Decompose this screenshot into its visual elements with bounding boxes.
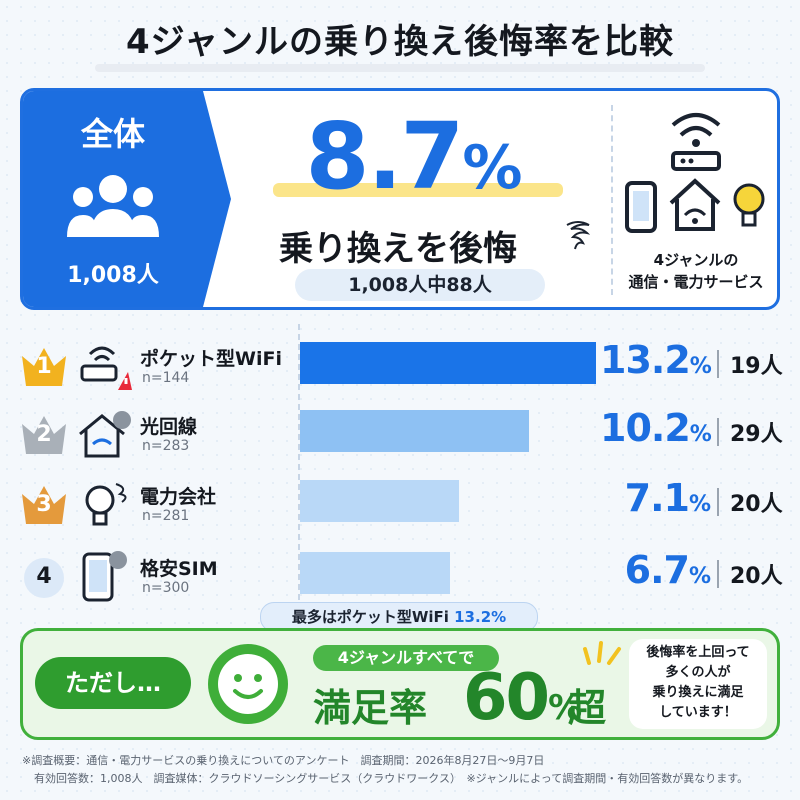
gold-crown-icon: [18, 344, 70, 388]
percent-unit: %: [689, 422, 712, 447]
bronze-crown-icon: [18, 482, 70, 526]
footnote-line2: 有効回答数：1,008人 調査媒体：クラウドソーシングサービス（クラウドワークス…: [34, 772, 749, 785]
genre-caption: 4ジャンルの 通信・電力サービス: [621, 249, 771, 293]
rank-number: 3: [36, 492, 52, 517]
overall-rate-value: 8.7: [305, 103, 464, 210]
overall-count: 1,008人: [67, 263, 159, 288]
sample-size: n=144: [142, 370, 190, 386]
summary-divider: [611, 105, 613, 295]
genre-caption-line1: 4ジャンルの: [653, 251, 739, 269]
rank-row: 4 格安SIM n=300 6.7% 20人: [0, 548, 800, 614]
data-label-count: 19人: [730, 354, 783, 379]
people-group-icon: [67, 175, 159, 237]
title-underline: [95, 64, 705, 72]
smartphone-sad-icon: [76, 548, 132, 604]
home-wifi-icon: [669, 178, 721, 231]
bubble-line4: しています！: [659, 705, 737, 720]
tadashi-label: ただし…: [35, 657, 191, 709]
genre-icons: [625, 113, 765, 233]
bar: [300, 552, 451, 594]
top-note-highlight: 13.2%: [454, 608, 507, 626]
page-title: 4ジャンルの乗り換え後悔率を比較: [126, 22, 674, 62]
data-label-percent: 6.7%: [600, 548, 711, 592]
lightbulb-icon: [733, 183, 765, 227]
bar: [300, 480, 460, 522]
regret-breakdown: 1,008人中88人: [295, 269, 545, 301]
bar: [300, 342, 596, 384]
percent-unit: %: [688, 492, 711, 517]
value-separator: [717, 488, 719, 516]
satisfaction-value: 60%: [463, 661, 582, 735]
rank-row: 2 光回線 n=283 10.2% 29人: [0, 406, 800, 472]
percent-value: 13.2: [600, 338, 691, 382]
data-label-count: 20人: [730, 492, 783, 517]
percent-value: 10.2: [600, 406, 691, 450]
rank-number: 4: [36, 564, 52, 589]
percent-unit: %: [689, 354, 712, 379]
percent-value: 6.7: [624, 548, 690, 592]
smile-icon: [208, 644, 288, 724]
lightbulb-icon: [76, 476, 132, 532]
category-name: 格安SIM: [140, 558, 218, 580]
overall-box: 全体 1,008人: [23, 91, 203, 307]
bar: [300, 410, 529, 452]
rank-number: 1: [36, 354, 52, 379]
bubble-line2: 多くの人が: [665, 665, 731, 680]
all-genres-pill: 4ジャンルすべてで: [313, 645, 499, 671]
percent-value: 7.1: [624, 476, 690, 520]
footnote-line1: ※調査概要：通信・電力サービスの乗り換えについてのアンケート 調査期間：2026…: [22, 754, 545, 767]
satisfaction-card: ただし… 4ジャンルすべてで 満足率 60% 超 後悔率を上回って 多くの人が …: [20, 628, 780, 740]
rank-number: 2: [36, 422, 52, 447]
satisfaction-unit: %: [548, 688, 582, 728]
data-label-count: 20人: [730, 564, 783, 589]
silver-crown-icon: [18, 412, 70, 456]
overall-label: 全体: [80, 115, 145, 153]
data-label-count: 29人: [730, 422, 783, 447]
sample-size: n=281: [142, 508, 190, 524]
regret-text: 乗り換えを後悔: [279, 229, 517, 269]
bubble-line3: 乗り換えに満足: [652, 685, 744, 700]
plain-circle-icon: [18, 554, 70, 598]
swirl-icon: [566, 221, 591, 250]
rank-row: 3 電力会社 n=281 7.1% 20人: [0, 476, 800, 542]
satisfaction-label: 満足率: [313, 686, 428, 730]
overall-rate: 8.7%: [233, 103, 593, 210]
value-separator: [717, 560, 719, 588]
satisfaction-suffix: 超: [568, 686, 607, 730]
genre-caption-line2: 通信・電力サービス: [628, 273, 764, 291]
category-name: 電力会社: [140, 486, 217, 508]
top-note: 最多はポケット型WiFi 13.2%: [260, 602, 538, 632]
chart-axis: [298, 324, 300, 610]
home-wifi-sad-icon: [76, 406, 132, 462]
category-name: ポケット型WiFi: [140, 348, 282, 370]
percent-unit: %: [688, 564, 711, 589]
category-name: 光回線: [140, 416, 198, 438]
overall-rate-unit: %: [462, 133, 522, 203]
overall-summary-card: 全体 1,008人 8.7% 乗り換えを後悔 1,008人中88人: [20, 88, 780, 310]
data-label-percent: 10.2%: [600, 406, 712, 450]
value-separator: [717, 418, 719, 446]
sample-size: n=300: [142, 580, 190, 596]
value-separator: [717, 350, 719, 378]
smartphone-icon: [625, 181, 657, 233]
top-note-prefix: 最多はポケット型WiFi: [291, 608, 455, 626]
sample-size: n=283: [142, 438, 190, 454]
burst-icon: [583, 641, 621, 665]
satisfaction-bubble: 後悔率を上回って 多くの人が 乗り換えに満足 しています！: [629, 639, 767, 729]
satisfaction-number: 60: [463, 661, 550, 735]
rate-highlight: [273, 183, 563, 197]
router-icon: [671, 113, 721, 171]
pocket-wifi-warning-icon: [76, 338, 132, 394]
overall-arrow: [203, 91, 231, 307]
bubble-line1: 後悔率を上回って: [646, 645, 750, 660]
data-label-percent: 7.1%: [600, 476, 711, 520]
data-label-percent: 13.2%: [600, 338, 712, 382]
rank-row: 1 ポケット型WiFi n=144 13.2% 19人: [0, 338, 800, 404]
